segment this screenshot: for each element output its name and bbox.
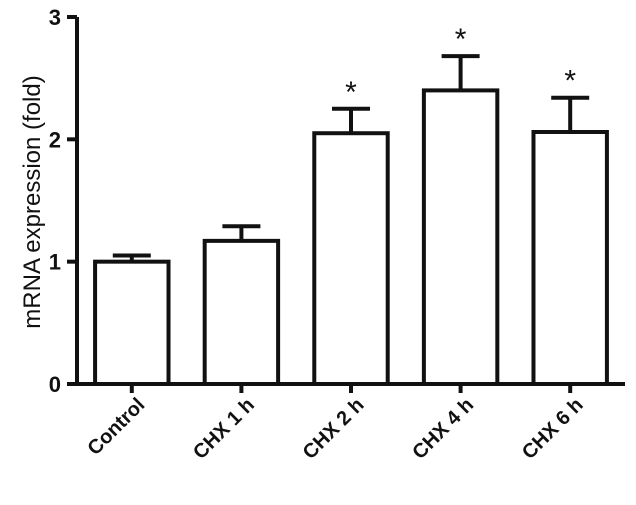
y-tick-label: 3 <box>49 5 61 30</box>
x-tick-label: Control <box>84 394 150 460</box>
x-tick-label: CHX 6 h <box>518 394 588 464</box>
y-tick-label: 2 <box>49 127 61 152</box>
significance-marker: * <box>564 65 576 98</box>
significance-marker: * <box>455 23 467 56</box>
y-axis-label: mRNA expression (fold) <box>19 75 46 328</box>
bar-chx-6-h <box>531 129 609 386</box>
x-tick-label: CHX 4 h <box>408 394 478 464</box>
bar-chx-4-h <box>421 88 500 387</box>
y-tick-label: 1 <box>49 250 61 275</box>
bar-control <box>93 259 171 386</box>
x-tick-label: CHX 1 h <box>189 394 259 464</box>
x-tick-label: CHX 2 h <box>299 394 369 464</box>
y-tick-label: 0 <box>49 372 61 397</box>
bar-chx-2-h <box>312 131 390 386</box>
y-axis: 0 1 2 3 <box>49 5 79 397</box>
bars: * * * <box>93 23 609 387</box>
significance-marker: * <box>345 76 357 109</box>
x-axis: Control CHX 1 h CHX 2 h CHX 4 h CHX 6 h <box>77 382 625 464</box>
bar-chx-1-h <box>202 238 281 386</box>
